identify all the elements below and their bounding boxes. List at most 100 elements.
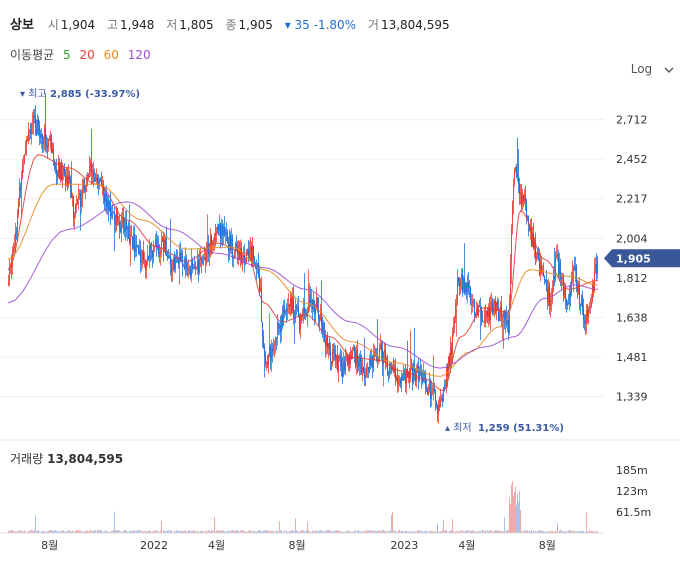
volume-panel-label: 거래량 13,804,595: [10, 450, 123, 467]
candle-body: [526, 201, 527, 219]
volume-bar: [547, 531, 548, 533]
volume-bar: [571, 531, 572, 533]
volume-bar: [51, 529, 52, 533]
volume-bar: [10, 530, 11, 533]
candle-body: [82, 188, 83, 198]
volume-bar: [421, 530, 422, 533]
volume-bar: [72, 530, 73, 533]
candle-body: [430, 380, 431, 399]
candle-body: [67, 176, 68, 186]
volume-bar: [309, 531, 310, 533]
volume-bar: [336, 530, 337, 533]
volume-bar: [488, 531, 489, 533]
candle-body: [331, 361, 332, 364]
candle-body: [268, 354, 269, 365]
candle-body: [249, 250, 250, 257]
volume-bar: [556, 531, 557, 533]
log-scale-toggle[interactable]: Log: [631, 62, 674, 76]
volume-bar: [401, 531, 402, 533]
candle-body: [365, 375, 366, 378]
candle-body: [94, 177, 95, 181]
volume-axis-tick: 185m: [616, 464, 648, 477]
volume-bar: [481, 531, 482, 533]
candle-body: [471, 304, 472, 306]
volume-bar: [61, 530, 62, 533]
volume-bar: [396, 531, 397, 533]
volume-bar: [42, 530, 43, 533]
volume-bar: [354, 530, 355, 533]
volume-bar: [132, 530, 133, 533]
volume-bar: [74, 531, 75, 533]
candle-body: [165, 239, 166, 254]
volume-bar: [433, 531, 434, 533]
candle-body: [502, 317, 503, 319]
volume-bar: [135, 531, 136, 533]
candle-body: [363, 367, 364, 373]
volume-bar: [142, 531, 143, 533]
candle-body: [194, 267, 195, 269]
volume-bar: [328, 530, 329, 533]
candle-body: [370, 360, 371, 366]
candle-body: [39, 125, 40, 135]
candle-body: [344, 361, 345, 372]
candle-body: [208, 242, 209, 256]
candle-body: [303, 307, 304, 316]
volume-bar: [146, 531, 147, 533]
candle-body: [52, 148, 53, 153]
volume-bar: [485, 530, 486, 533]
candle-body: [500, 306, 501, 312]
volume-bar: [312, 530, 313, 533]
volume-bar: [562, 531, 563, 533]
volume-bar: [307, 521, 308, 533]
candle-body: [139, 250, 140, 255]
candle-body: [218, 226, 219, 231]
candle-body: [397, 376, 398, 385]
candle-body: [329, 343, 330, 350]
candle-body: [48, 139, 49, 148]
volume-bar: [342, 531, 343, 533]
candle-body: [517, 174, 518, 177]
volume-bar: [230, 531, 231, 533]
candle-body: [289, 304, 290, 306]
candle-body: [591, 301, 592, 306]
volume-bar: [341, 531, 342, 533]
candle-body: [257, 263, 258, 269]
candle-body: [304, 307, 305, 314]
candle-body: [473, 300, 474, 302]
candle-body: [527, 215, 528, 219]
candle-body: [288, 304, 289, 308]
candle-body: [319, 317, 320, 321]
volume-bar: [411, 531, 412, 533]
volume-bar: [117, 530, 118, 533]
volume-bar: [166, 531, 167, 533]
volume-bar: [311, 531, 312, 533]
candle-body: [111, 212, 112, 217]
volume-bar: [36, 531, 37, 533]
volume-bar: [507, 529, 508, 533]
time-axis-tick: 4월: [458, 539, 475, 552]
volume-bar: [353, 531, 354, 533]
candle-body: [158, 245, 159, 254]
stock-name: 상보: [10, 18, 34, 33]
candle-body: [197, 260, 198, 269]
candle-body: [72, 195, 73, 198]
candle-body: [231, 237, 232, 250]
volume-bar: [426, 530, 427, 533]
candle-body: [292, 296, 293, 312]
volume-bar: [566, 530, 567, 533]
volume-bar: [552, 530, 553, 533]
volume-bar: [160, 530, 161, 533]
volume-bar: [183, 530, 184, 533]
volume-bar: [515, 486, 516, 533]
volume-bar: [57, 531, 58, 533]
candle-body: [341, 359, 342, 367]
candle-body: [311, 300, 312, 303]
volume-bar: [561, 530, 562, 533]
candle-body: [371, 357, 372, 366]
candle-body: [585, 323, 586, 325]
volume-bar: [502, 531, 503, 533]
volume-bar: [116, 530, 117, 533]
candle-body: [258, 263, 259, 274]
volume-bar: [303, 530, 304, 533]
volume-bar: [592, 530, 593, 533]
